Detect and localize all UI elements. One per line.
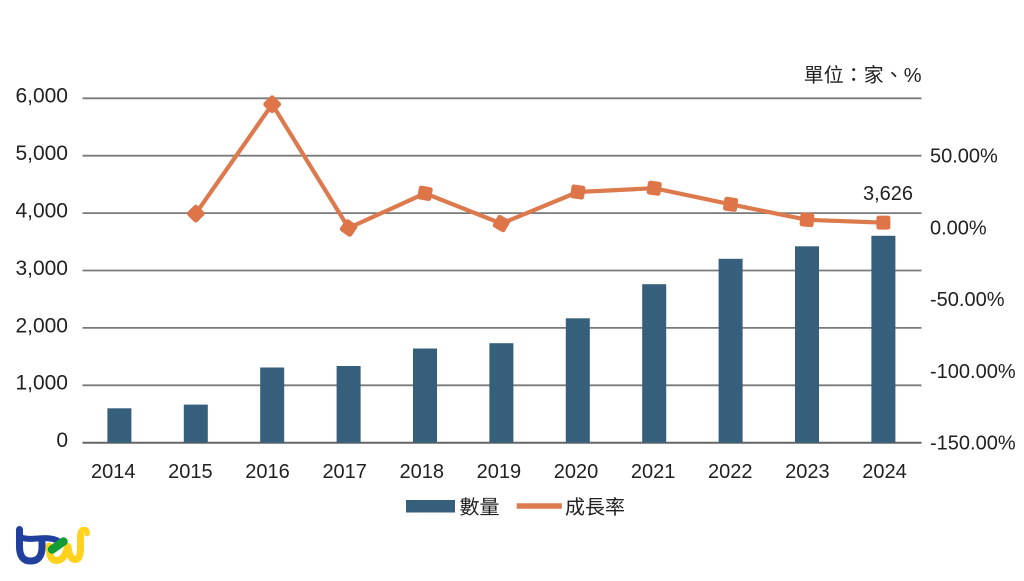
- svg-text:1,000: 1,000: [15, 372, 68, 395]
- svg-text:%: %: [904, 65, 922, 87]
- svg-text:0.00%: 0.00%: [930, 217, 987, 239]
- svg-text:2014: 2014: [91, 461, 136, 483]
- svg-text:2,000: 2,000: [15, 314, 68, 337]
- svg-text:4,000: 4,000: [15, 200, 68, 223]
- svg-text:6,000: 6,000: [15, 85, 68, 108]
- svg-text:-100.00%: -100.00%: [930, 361, 1016, 383]
- svg-text:0: 0: [56, 429, 68, 452]
- svg-text:2016: 2016: [245, 461, 290, 483]
- svg-text:2017: 2017: [322, 461, 367, 483]
- svg-text:3,000: 3,000: [15, 257, 68, 280]
- svg-text:2022: 2022: [708, 461, 753, 483]
- svg-text:3,626: 3,626: [863, 183, 913, 205]
- svg-text:2020: 2020: [554, 461, 599, 483]
- svg-text:2018: 2018: [400, 461, 445, 483]
- svg-text:2019: 2019: [477, 461, 522, 483]
- svg-text:2023: 2023: [785, 461, 830, 483]
- svg-text:-150.00%: -150.00%: [930, 433, 1016, 455]
- svg-text:2024: 2024: [862, 461, 907, 483]
- svg-text:2021: 2021: [631, 461, 676, 483]
- svg-text:2015: 2015: [168, 461, 213, 483]
- svg-text:5,000: 5,000: [15, 142, 68, 165]
- svg-text:50.00%: 50.00%: [930, 146, 998, 168]
- svg-text:-50.00%: -50.00%: [930, 289, 1005, 311]
